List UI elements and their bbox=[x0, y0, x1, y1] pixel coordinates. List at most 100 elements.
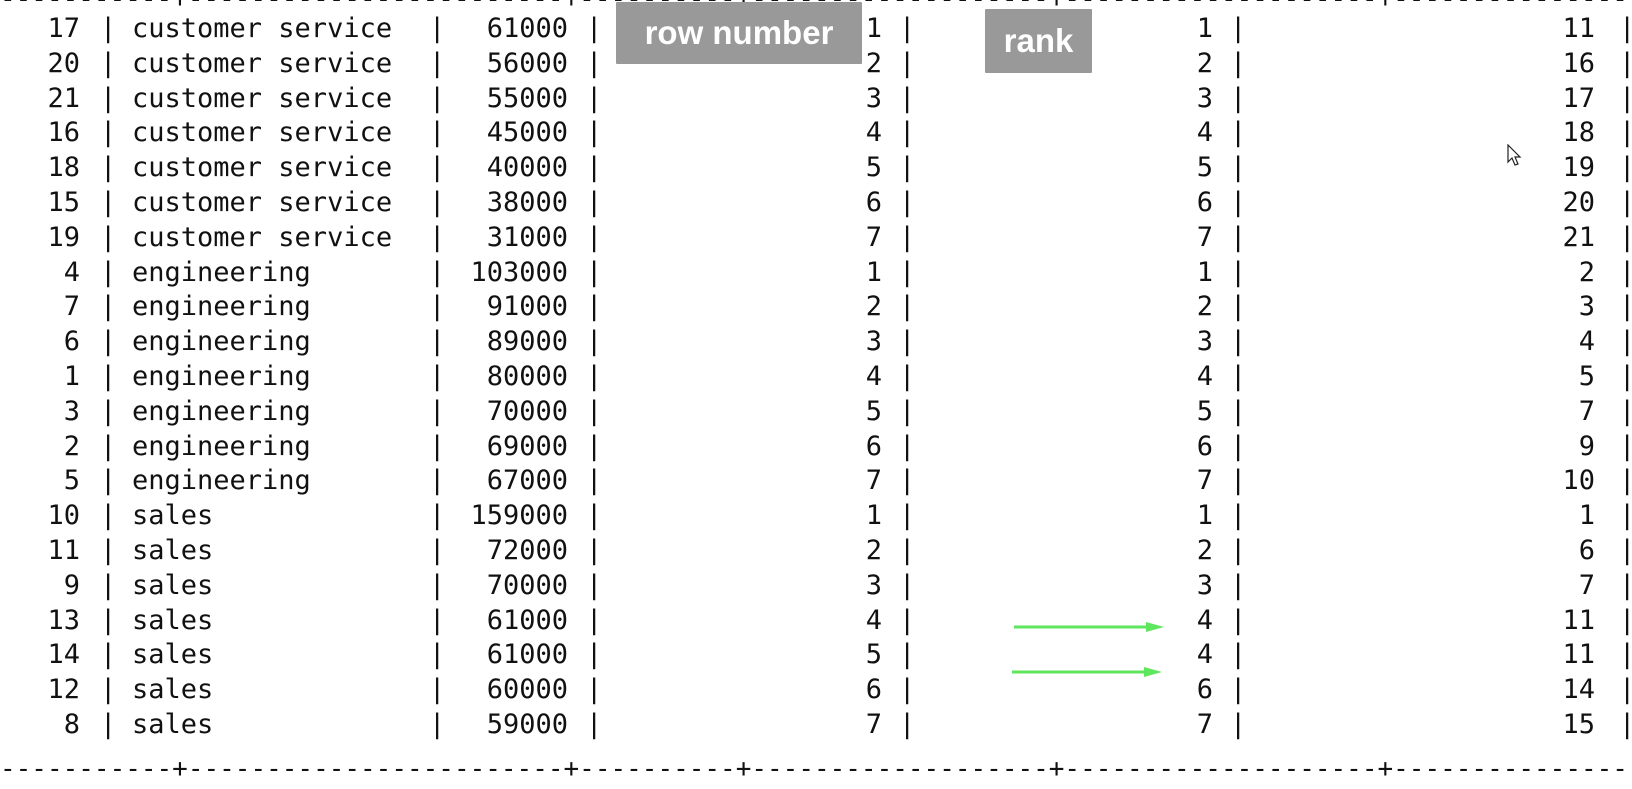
id-cell: 15 bbox=[47, 186, 80, 218]
department-cell: sales bbox=[132, 500, 214, 532]
column-separator: | bbox=[429, 256, 446, 288]
column-separator: | bbox=[899, 221, 916, 253]
table-row: 8 | sales | 59000 | 7 | 7 | 15 | bbox=[0, 708, 1632, 743]
overall-rank-cell: 16 bbox=[1562, 47, 1595, 79]
column-separator: | bbox=[100, 708, 117, 740]
column-separator: | bbox=[1619, 708, 1632, 740]
salary-cell: 80000 bbox=[486, 360, 568, 392]
salary-cell: 59000 bbox=[486, 708, 568, 740]
department-cell: customer service bbox=[132, 186, 393, 218]
overall-rank-cell: 18 bbox=[1562, 117, 1595, 149]
column-separator: | bbox=[899, 639, 916, 671]
column-separator: | bbox=[586, 82, 603, 114]
column-separator: | bbox=[1619, 326, 1632, 358]
column-separator: | bbox=[100, 47, 117, 79]
column-separator: | bbox=[899, 569, 916, 601]
column-separator: | bbox=[1230, 13, 1247, 44]
salary-cell: 91000 bbox=[486, 291, 568, 323]
table-row: 19 | customer service | 31000 | 7 | 7 | … bbox=[0, 221, 1632, 256]
row-number-cell: 5 bbox=[865, 395, 882, 427]
rank-cell: 1 bbox=[1196, 256, 1213, 288]
column-separator: | bbox=[1230, 291, 1247, 323]
rank-cell: 5 bbox=[1196, 152, 1213, 184]
row-number-cell: 7 bbox=[865, 221, 882, 253]
column-separator: | bbox=[1619, 152, 1632, 184]
row-number-annotation-label: row number bbox=[616, 2, 862, 64]
salary-cell: 159000 bbox=[470, 500, 568, 532]
overall-rank-cell: 9 bbox=[1578, 430, 1595, 462]
column-separator: | bbox=[1619, 221, 1632, 253]
table-row: 2 | engineering | 69000 | 6 | 6 | 9 | bbox=[0, 430, 1632, 465]
table-row: 13 | sales | 61000 | 4 | 4 | 11 | bbox=[0, 604, 1632, 639]
overall-rank-cell: 17 bbox=[1562, 82, 1595, 114]
column-separator: | bbox=[1230, 639, 1247, 671]
column-separator: | bbox=[1619, 639, 1632, 671]
row-number-cell: 3 bbox=[865, 326, 882, 358]
overall-rank-cell: 10 bbox=[1562, 465, 1595, 497]
column-separator: | bbox=[586, 221, 603, 253]
row-number-cell: 1 bbox=[865, 500, 882, 532]
column-separator: | bbox=[586, 465, 603, 497]
row-number-cell: 1 bbox=[865, 13, 882, 44]
table-row: 7 | engineering | 91000 | 2 | 2 | 3 | bbox=[0, 290, 1632, 325]
salary-cell: 40000 bbox=[486, 152, 568, 184]
column-separator: | bbox=[429, 186, 446, 218]
salary-cell: 72000 bbox=[486, 534, 568, 566]
id-cell: 11 bbox=[47, 534, 80, 566]
column-separator: | bbox=[586, 13, 603, 44]
column-separator: | bbox=[899, 534, 916, 566]
row-number-cell: 2 bbox=[865, 534, 882, 566]
column-separator: | bbox=[429, 360, 446, 392]
rank-cell: 1 bbox=[1196, 500, 1213, 532]
id-cell: 8 bbox=[63, 708, 80, 740]
column-separator: | bbox=[100, 674, 117, 706]
table-row: 5 | engineering | 67000 | 7 | 7 | 10 | bbox=[0, 464, 1632, 499]
column-separator: | bbox=[586, 534, 603, 566]
column-separator: | bbox=[899, 430, 916, 462]
column-separator: | bbox=[586, 500, 603, 532]
column-separator: | bbox=[429, 465, 446, 497]
column-separator: | bbox=[1619, 395, 1632, 427]
department-cell: customer service bbox=[132, 221, 393, 253]
column-separator: | bbox=[1230, 534, 1247, 566]
column-separator: | bbox=[899, 256, 916, 288]
department-cell: customer service bbox=[132, 117, 393, 149]
column-separator: | bbox=[586, 186, 603, 218]
overall-rank-cell: 4 bbox=[1578, 326, 1595, 358]
salary-cell: 70000 bbox=[486, 569, 568, 601]
department-cell: sales bbox=[132, 708, 214, 740]
right-arrow-icon bbox=[1012, 667, 1162, 677]
department-cell: customer service bbox=[132, 13, 393, 44]
table-row: 3 | engineering | 70000 | 5 | 5 | 7 | bbox=[0, 395, 1632, 430]
column-separator: | bbox=[429, 221, 446, 253]
id-cell: 21 bbox=[47, 82, 80, 114]
column-separator: | bbox=[1619, 47, 1632, 79]
row-number-cell: 2 bbox=[865, 291, 882, 323]
column-separator: | bbox=[1619, 465, 1632, 497]
column-separator: | bbox=[586, 152, 603, 184]
rank-cell: 7 bbox=[1196, 221, 1213, 253]
column-separator: | bbox=[1230, 360, 1247, 392]
id-cell: 16 bbox=[47, 117, 80, 149]
column-separator: | bbox=[1230, 152, 1247, 184]
table-row: 10 | sales | 159000 | 1 | 1 | 1 | bbox=[0, 499, 1632, 534]
column-separator: | bbox=[899, 360, 916, 392]
department-cell: engineering bbox=[132, 395, 311, 427]
column-separator: | bbox=[1230, 395, 1247, 427]
rank-cell: 7 bbox=[1196, 708, 1213, 740]
column-separator: | bbox=[586, 47, 603, 79]
column-separator: | bbox=[100, 186, 117, 218]
department-cell: engineering bbox=[132, 256, 311, 288]
column-separator: | bbox=[429, 152, 446, 184]
column-separator: | bbox=[429, 500, 446, 532]
column-separator: | bbox=[100, 13, 117, 44]
salary-cell: 60000 bbox=[486, 674, 568, 706]
id-cell: 14 bbox=[47, 639, 80, 671]
rank-cell: 3 bbox=[1196, 569, 1213, 601]
row-number-cell: 6 bbox=[865, 674, 882, 706]
column-separator: | bbox=[1230, 221, 1247, 253]
salary-cell: 67000 bbox=[486, 465, 568, 497]
column-separator: | bbox=[899, 326, 916, 358]
salary-cell: 45000 bbox=[486, 117, 568, 149]
column-separator: | bbox=[899, 708, 916, 740]
